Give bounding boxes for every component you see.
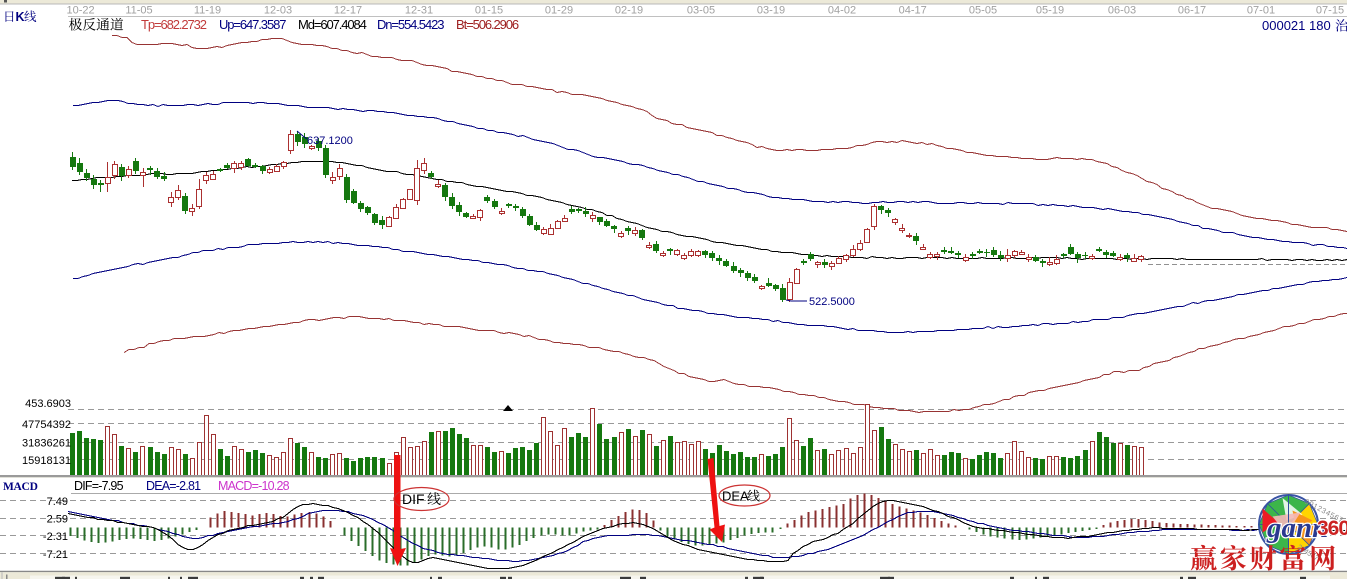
svg-text:453.6903: 453.6903 [25,398,71,410]
svg-text:-7.21: -7.21 [43,549,68,561]
svg-text:DEA: DEA [722,489,749,504]
svg-text:11-19: 11-19 [194,5,221,17]
svg-text:02-19: 02-19 [615,5,643,17]
svg-text:03-05: 03-05 [687,5,715,17]
svg-text:DIF: DIF [402,491,425,507]
svg-text:-2.31: -2.31 [43,531,68,543]
svg-text:04-17: 04-17 [899,5,927,17]
svg-text:05-05: 05-05 [969,5,997,17]
svg-text:360: 360 [1317,517,1347,540]
svg-text:Bt=506.2906: Bt=506.2906 [456,17,519,32]
svg-text:47754392: 47754392 [22,419,71,431]
svg-text:Dn=554.5423: Dn=554.5423 [377,17,444,32]
svg-text:31836261: 31836261 [22,438,71,450]
svg-text:07-01: 07-01 [1247,5,1275,17]
svg-text:Md=607.4084: Md=607.4084 [298,17,367,32]
svg-text:MACD: MACD [3,481,38,493]
svg-text:12-03: 12-03 [264,5,292,17]
svg-text:10-22: 10-22 [67,5,95,17]
svg-text:K: K [16,10,25,24]
svg-text:MACD=-10.28: MACD=-10.28 [218,479,290,493]
svg-text:7.49: 7.49 [47,496,68,508]
svg-text:Tp=682.2732: Tp=682.2732 [141,17,207,32]
svg-text:01-15: 01-15 [475,5,503,17]
svg-text:637.1200: 637.1200 [307,135,353,147]
svg-text:DEA=-2.81: DEA=-2.81 [146,479,201,493]
svg-text:gann: gann [1266,512,1328,544]
svg-text:15918131: 15918131 [22,455,71,467]
svg-text:DIF=-7.95: DIF=-7.95 [74,479,124,493]
svg-text:07-15: 07-15 [1316,5,1344,17]
svg-text:12-17: 12-17 [334,5,362,17]
svg-text:06-17: 06-17 [1178,5,1206,17]
svg-text:11-05: 11-05 [125,5,152,17]
svg-text:05-19: 05-19 [1036,5,1064,17]
svg-text:Up=647.3587: Up=647.3587 [219,17,286,32]
svg-text:03-19: 03-19 [757,5,785,17]
svg-text:2.59: 2.59 [47,514,68,526]
svg-text:000021 180: 000021 180 [1262,18,1331,33]
svg-text:06-03: 06-03 [1108,5,1136,17]
svg-text:04-02: 04-02 [828,5,856,17]
svg-text:522.5000: 522.5000 [809,296,855,308]
svg-text:12-31: 12-31 [405,5,433,17]
svg-text:01-29: 01-29 [545,5,573,17]
